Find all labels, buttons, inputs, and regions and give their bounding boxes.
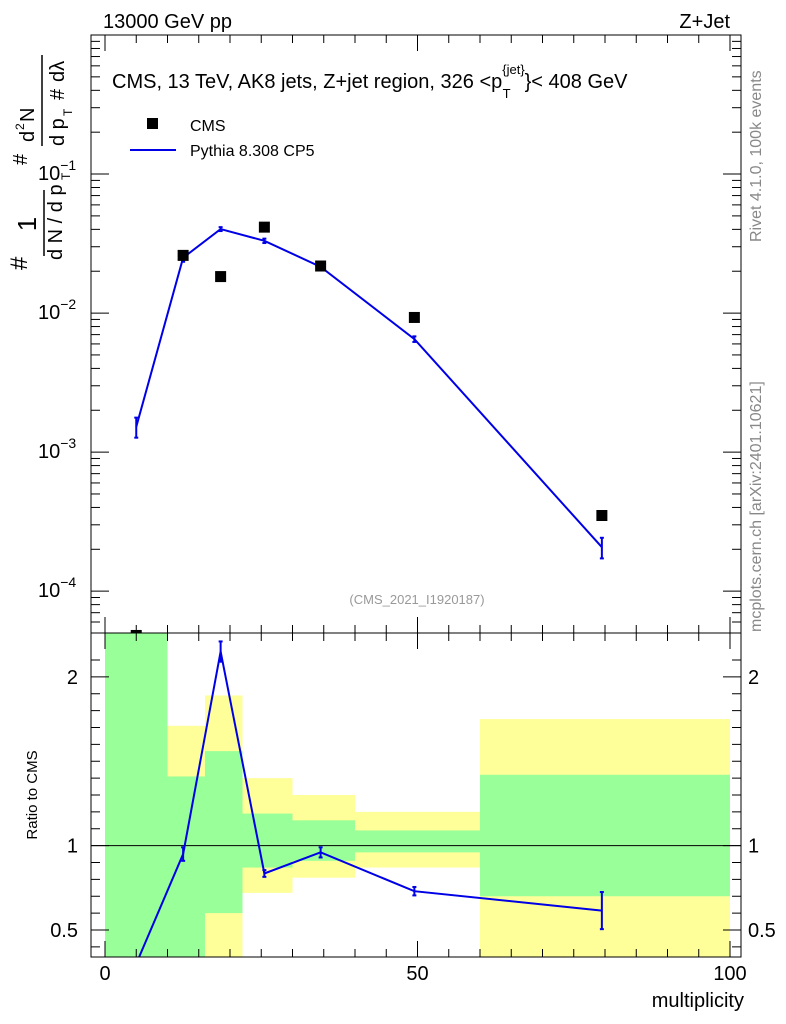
- ratio-y-tick-label-right: 0.5: [748, 920, 776, 942]
- cms-data-point: [596, 510, 608, 522]
- analysis-id: (CMS_2021_I1920187): [349, 592, 484, 607]
- rivet-version-label: Rivet 4.1.0, 100k events: [748, 70, 765, 242]
- cms-data-point: [258, 221, 270, 233]
- main-y-tick-label: 10−4: [38, 574, 76, 602]
- mcplots-label: mcplots.cern.ch [arXiv:2401.10621]: [748, 381, 765, 632]
- cms-data-point: [408, 311, 420, 323]
- svg-text:#: #: [47, 88, 69, 100]
- uncertainty-band-inner: [205, 751, 243, 914]
- energy-label: 13000 GeV pp: [103, 11, 232, 33]
- x-axis-label: multiplicity: [652, 990, 744, 1012]
- uncertainty-band-inner: [105, 633, 168, 957]
- uncertainty-band-inner: [355, 830, 480, 853]
- main-frame: [90, 34, 742, 634]
- ratio-y-axis-label: Ratio to CMS: [24, 750, 41, 839]
- process-label: Z+Jet: [679, 11, 730, 33]
- legend-label-cms: CMS: [190, 118, 226, 135]
- legend-marker-cms: [147, 118, 158, 129]
- x-tick-label: 100: [713, 963, 746, 985]
- main-y-tick-label: 10−2: [38, 296, 76, 324]
- x-tick-label: 0: [99, 963, 110, 985]
- ratio-panel: 0.5 0.5 1 1 2 2 0 50 100 Ratio to CMS multiplic…: [24, 632, 776, 1012]
- x-ticks: 0 50 100: [99, 633, 747, 985]
- main-y-tick-label: 10−1: [38, 157, 76, 185]
- main-panel: 10−1 10−2 10−3 10−4 CMS, 13 TeV, AK8 jets, …: [6, 34, 742, 641]
- cms-data-point: [315, 260, 327, 272]
- ratio-y-tick-label-left: 1: [67, 836, 78, 858]
- uncertainty-band-inner: [167, 776, 205, 957]
- svg-text:d: d: [17, 131, 39, 142]
- x-tick-label: 50: [406, 963, 428, 985]
- ratio-y-tick-label-left: 0.5: [50, 920, 78, 942]
- svg-text:d p: d p: [47, 118, 69, 146]
- legend-label-pythia: Pythia 8.308 CP5: [190, 143, 315, 160]
- svg-text:#: #: [6, 256, 33, 270]
- svg-text:1: 1: [12, 217, 42, 231]
- ratio-y-tick-label-right: 1: [748, 836, 759, 858]
- main-y-tick-label: 10−3: [38, 435, 76, 463]
- ratio-plot-area: [91, 633, 741, 958]
- svg-text:T: T: [59, 172, 73, 180]
- mc-line: [135, 227, 603, 548]
- svg-text:#: #: [10, 153, 32, 165]
- svg-text:d N / d p: d N / d p: [45, 184, 67, 260]
- uncertainty-band-inner: [480, 774, 730, 897]
- svg-text:N: N: [17, 108, 39, 122]
- ratio-frame: [90, 632, 742, 958]
- cms-data-point: [177, 249, 189, 261]
- ratio-y-ticks: 0.5 0.5 1 1 2 2: [50, 659, 776, 948]
- svg-text:dλ: dλ: [47, 61, 69, 82]
- main-y-axis-label: # 1 d N / d p T # d 2 N d p T # dλ: [6, 55, 75, 270]
- svg-text:2: 2: [13, 123, 27, 130]
- cms-data-point: [215, 271, 227, 283]
- uncertainty-band-inner: [242, 813, 293, 868]
- ratio-y-tick-label-left: 2: [67, 667, 78, 689]
- main-plot-area: [130, 221, 608, 641]
- svg-text:T: T: [61, 108, 75, 116]
- main-y-ticks: 10−1 10−2 10−3 10−4: [38, 34, 741, 634]
- ratio-y-tick-label-right: 2: [748, 667, 759, 689]
- plot-title: CMS, 13 TeV, AK8 jets, Z+jet region, 326…: [112, 62, 628, 101]
